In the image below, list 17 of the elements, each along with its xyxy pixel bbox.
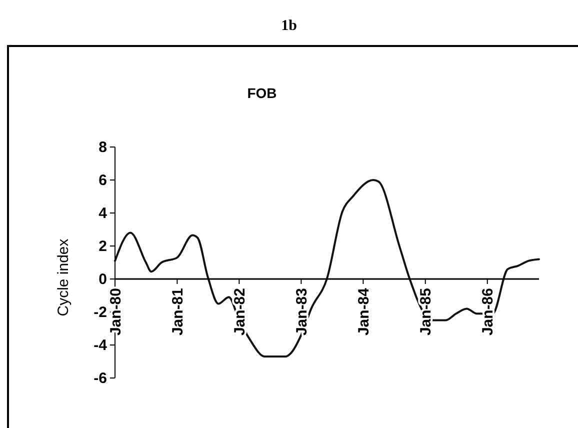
y-tick-label: -2 bbox=[94, 304, 107, 321]
y-tick-label: 8 bbox=[98, 138, 107, 156]
x-tick-label: Jan-82 bbox=[231, 288, 248, 336]
chart-subtitle: FOB bbox=[247, 85, 277, 101]
x-tick-label: Jan-83 bbox=[293, 288, 310, 336]
y-tick-label: 0 bbox=[98, 270, 107, 288]
y-tick-label: 6 bbox=[98, 172, 107, 189]
y-tick-label: 2 bbox=[98, 238, 107, 255]
x-tick-label: Jan-84 bbox=[355, 287, 372, 336]
y-axis-title: Cycle index bbox=[55, 238, 72, 316]
x-tick-label: Jan-81 bbox=[169, 288, 186, 336]
x-tick-label: Jan-85 bbox=[418, 288, 435, 336]
x-tick-label: Jan-86 bbox=[480, 288, 497, 336]
y-tick-label: -6 bbox=[94, 370, 107, 387]
chart-title: 1b bbox=[281, 18, 297, 34]
y-tick-label: 4 bbox=[98, 204, 108, 222]
y-tick-label: -4 bbox=[94, 336, 108, 354]
